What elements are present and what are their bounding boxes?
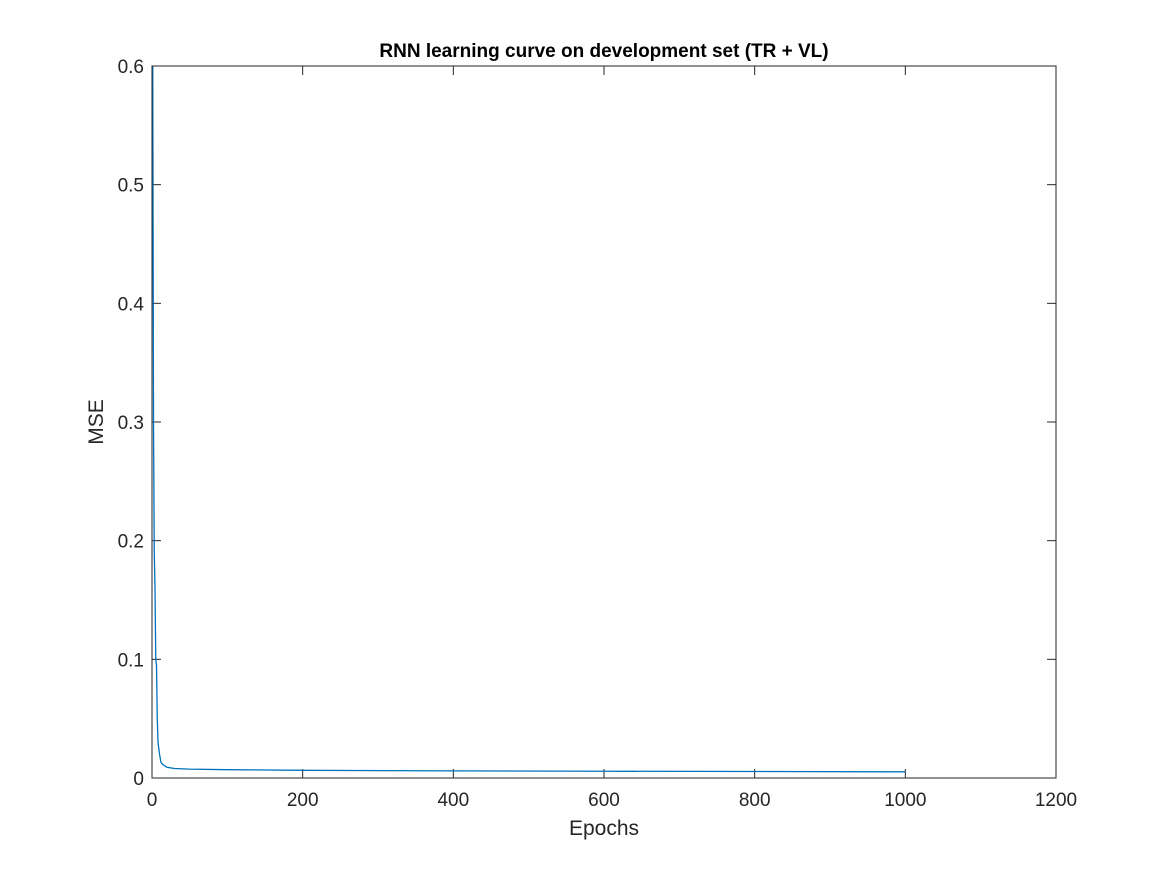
x-tick-label: 1200 <box>1035 790 1077 811</box>
x-tick-labels: 0 200 400 600 800 1000 1200 <box>147 790 1077 811</box>
y-tick-label: 0.4 <box>118 294 145 315</box>
x-tick-label: 600 <box>588 790 620 811</box>
y-tick-label: 0.3 <box>118 413 144 434</box>
y-tick-label: 0 <box>133 769 144 790</box>
series-line <box>152 65 906 773</box>
series-layer <box>152 65 906 773</box>
plot-background <box>152 66 1056 778</box>
y-tick-label: 0.2 <box>118 532 144 553</box>
plot-frame <box>151 65 1057 779</box>
x-tick-label: 400 <box>437 790 469 811</box>
x-tick-label: 0 <box>147 790 158 811</box>
chart-title: RNN learning curve on development set (T… <box>379 41 828 62</box>
y-axis-title: MSE <box>85 399 108 445</box>
x-tick-label: 800 <box>739 790 771 811</box>
x-tick-label: 200 <box>287 790 319 811</box>
y-tick-labels: 0 0.1 0.2 0.3 0.4 0.5 0.6 <box>118 57 145 790</box>
y-tick-label: 0.5 <box>118 176 144 197</box>
y-tick-label: 0.6 <box>118 57 144 78</box>
x-axis-title: Epochs <box>569 817 639 840</box>
x-tick-label: 1000 <box>884 790 926 811</box>
y-tick-label: 0.1 <box>118 650 144 671</box>
